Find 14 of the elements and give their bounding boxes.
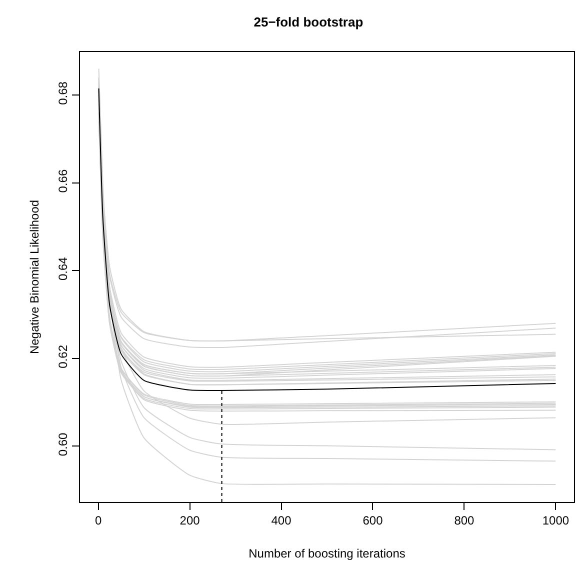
x-tick-label: 200 xyxy=(180,513,200,528)
x-tick-label: 600 xyxy=(362,513,384,528)
y-tick-label: 0.60 xyxy=(56,432,70,456)
y-tick-label: 0.64 xyxy=(56,256,70,281)
x-tick-label: 800 xyxy=(454,513,475,528)
y-tick-label: 0.68 xyxy=(56,81,70,105)
x-tick-label: 1000 xyxy=(542,513,570,528)
x-tick-label: 400 xyxy=(271,513,292,528)
chart-title: 25−fold bootstrap xyxy=(254,14,364,30)
y-tick-label: 0.62 xyxy=(56,344,70,368)
x-axis-title: Number of boosting iterations xyxy=(248,546,406,560)
y-tick-label: 0.66 xyxy=(56,169,70,193)
y-axis-title: Negative Binomial Likelihood xyxy=(28,200,42,354)
x-tick-label: 0 xyxy=(94,513,102,528)
